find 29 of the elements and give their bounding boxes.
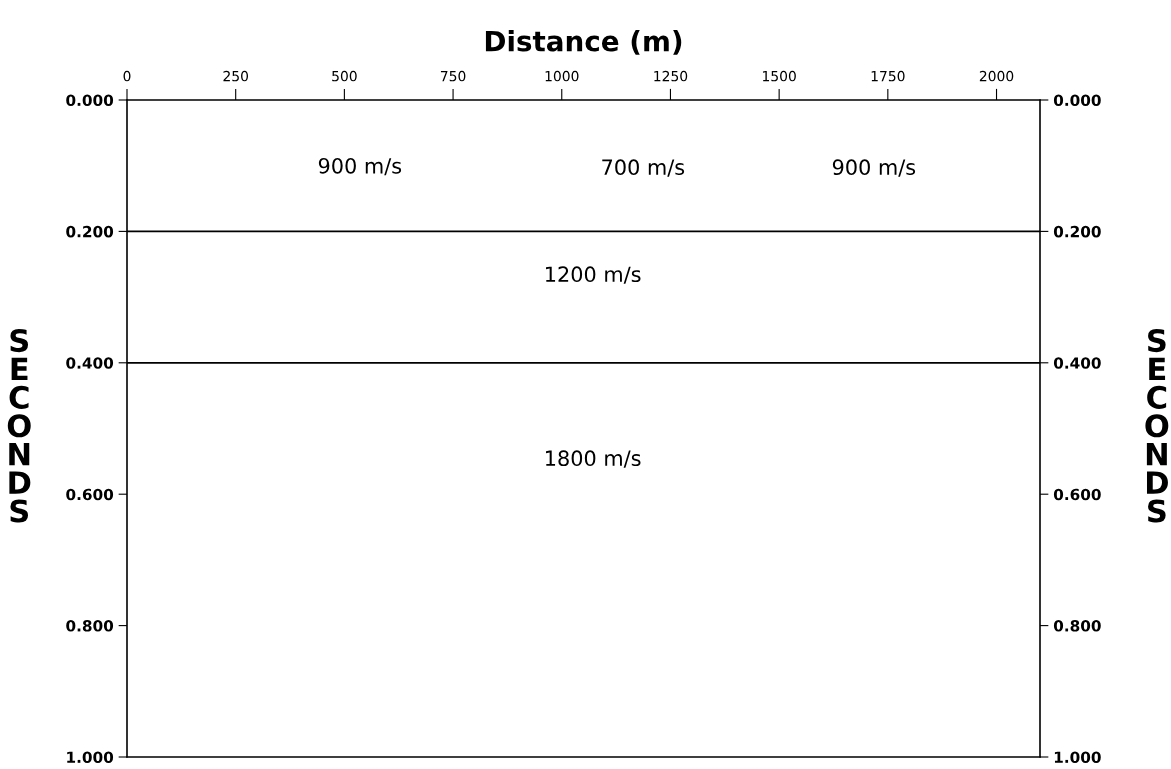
y-tick-label: 0.400	[66, 357, 114, 369]
x-tick-label: 750	[440, 70, 466, 82]
annotation: 700 m/s	[602, 159, 685, 177]
y-tick-label: 0.600	[66, 488, 114, 501]
y2-axis-title: SECONDS	[1145, 329, 1169, 523]
y-axis-title: SECONDS	[7, 329, 31, 523]
x-tick-label: 0	[123, 70, 131, 82]
annotation: 1800 m/s	[546, 450, 641, 468]
y-tick-label: 0.000	[66, 94, 114, 107]
y2-tick-label: 0.000	[1053, 94, 1101, 107]
y2-tick-label: 0.200	[1053, 225, 1101, 238]
y2-tick-label: 0.600	[1053, 488, 1101, 501]
x-tick-label: 500	[332, 70, 357, 82]
x-tick-label: 1500	[762, 70, 796, 82]
annotation: 1200 m/s	[546, 266, 641, 284]
x-tick-label: 1750	[871, 70, 905, 82]
x-tick-label: 1250	[654, 70, 688, 82]
y2-tick-label: 1.000	[1054, 751, 1101, 764]
annotation: 900 m/s	[832, 159, 916, 177]
x-tick-label: 1000	[545, 70, 579, 82]
y2-tick-label: 0.400	[1053, 357, 1101, 369]
y-tick-label: 0.800	[66, 620, 114, 632]
y2-tick-label: 0.800	[1053, 620, 1101, 632]
y-tick-label: 1.000	[67, 751, 114, 764]
x-tick-label: 2000	[979, 70, 1014, 82]
x-tick-label: 250	[223, 70, 249, 82]
y-tick-label: 0.200	[66, 225, 114, 238]
x-axis-title: Distance (m)	[485, 30, 682, 55]
annotation: 900 m/s	[318, 157, 402, 176]
